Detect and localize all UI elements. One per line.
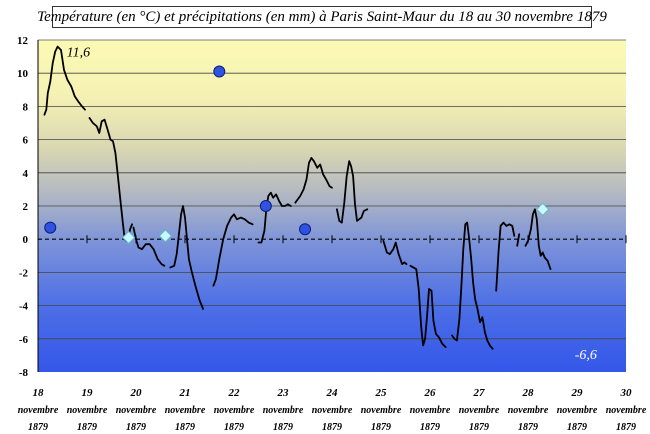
temperature-line-segment	[169, 205, 205, 310]
x-tick-day: 27	[473, 387, 486, 399]
x-tick-year: 1879	[224, 422, 244, 433]
x-tick-day: 20	[130, 387, 143, 399]
diamond-point	[121, 230, 136, 245]
y-tick-label: -8	[19, 367, 29, 379]
x-tick-day: 26	[424, 387, 437, 399]
temperature-line-segment	[43, 45, 86, 116]
y-tick-label: 12	[17, 35, 29, 47]
precipitation-point	[44, 221, 57, 234]
y-tick-label: 0	[23, 234, 29, 246]
y-tick-label: 6	[23, 135, 29, 147]
x-tick-day: 18	[33, 387, 45, 399]
x-tick-month: novembre	[18, 405, 59, 416]
temperature-line-segment	[132, 226, 166, 267]
x-tick-month: novembre	[361, 405, 402, 416]
y-tick-label: -6	[19, 334, 29, 346]
y-tick-label: 2	[23, 201, 29, 213]
diamond-point	[535, 202, 550, 217]
x-tick-year: 1879	[77, 422, 97, 433]
temperature-line-segment	[294, 156, 333, 204]
temperature-line-segment	[212, 213, 254, 287]
x-tick-year: 1879	[175, 422, 195, 433]
x-tick-month: novembre	[557, 405, 598, 416]
temperature-line-segment	[257, 191, 292, 244]
y-tick-label: -2	[19, 267, 29, 279]
x-tick-day: 21	[179, 387, 191, 399]
precipitation-point	[213, 65, 226, 78]
x-tick-day: 30	[620, 387, 633, 399]
x-tick-month: novembre	[67, 405, 108, 416]
x-tick-month: novembre	[116, 405, 157, 416]
diamond-point	[158, 229, 173, 243]
y-tick-label: 4	[23, 168, 29, 180]
x-tick-month: novembre	[312, 405, 353, 416]
x-tick-year: 1879	[420, 422, 440, 433]
x-tick-year: 1879	[567, 422, 587, 433]
x-tick-year: 1879	[469, 422, 489, 433]
x-tick-year: 1879	[371, 422, 391, 433]
chart-title: Température (en °C) et précipitations (e…	[37, 6, 607, 28]
temperature-line-segment	[516, 233, 521, 247]
x-tick-day: 22	[228, 387, 241, 399]
x-tick-month: novembre	[165, 405, 206, 416]
markers	[44, 65, 550, 245]
temperature-line-segment	[524, 208, 552, 271]
precipitation-point	[259, 200, 272, 212]
x-tick-year: 1879	[322, 422, 342, 433]
temperature-line-segment	[451, 221, 494, 350]
x-tick-day: 28	[522, 387, 535, 399]
annotation: -6,6	[575, 348, 597, 363]
x-tick-day: 23	[277, 387, 290, 399]
y-tick-label: 8	[23, 101, 29, 113]
x-tick-month: novembre	[410, 405, 451, 416]
x-tick-day: 19	[82, 387, 94, 399]
x-tick-year: 1879	[126, 422, 146, 433]
x-tick-month: novembre	[508, 405, 549, 416]
x-tick-day: 29	[571, 387, 584, 399]
temperature-line-segment	[495, 221, 516, 292]
x-tick-year: 1879	[518, 422, 538, 433]
temperature-line-segment	[409, 264, 447, 349]
y-tick-label: -4	[19, 301, 29, 313]
x-tick-year: 1879	[616, 422, 636, 433]
x-tick-month: novembre	[263, 405, 304, 416]
precipitation-point	[299, 223, 312, 236]
x-tick-year: 1879	[273, 422, 293, 433]
x-tick-day: 25	[375, 387, 388, 399]
x-tick-year: 1879	[28, 422, 48, 433]
temperature-line-segment	[382, 239, 408, 266]
y-tick-label: 10	[17, 68, 29, 80]
x-tick-month: novembre	[606, 405, 647, 416]
x-tick-month: novembre	[214, 405, 255, 416]
x-tick-day: 24	[326, 387, 339, 399]
labels: 121086420-2-4-6-818novembre187919novembr…	[17, 35, 647, 433]
temperature-line-segment	[335, 160, 369, 224]
annotation: 11,6	[67, 46, 90, 61]
x-tick-month: novembre	[459, 405, 500, 416]
